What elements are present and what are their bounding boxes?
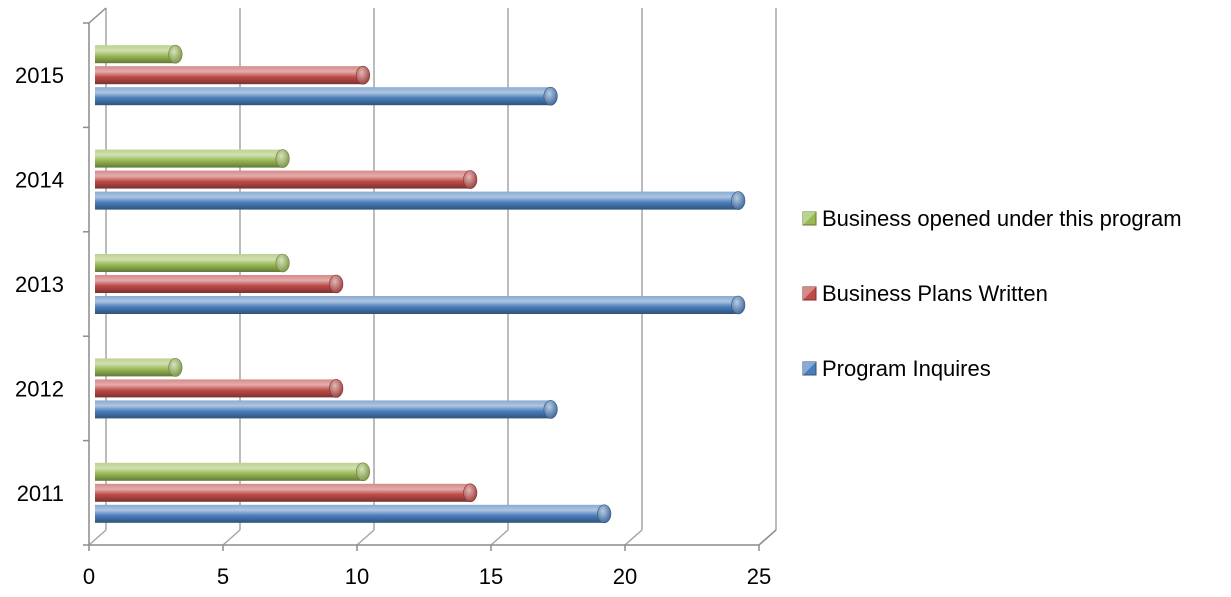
x-tick-label-20: 20 <box>613 564 637 589</box>
side-wall-top-edge <box>88 7 107 24</box>
floor-line-2 <box>356 529 375 546</box>
axes <box>83 7 777 551</box>
legend-label-business-plans-written: Business Plans Written <box>822 281 1048 306</box>
floor-line-4 <box>624 529 643 546</box>
y-tick-label-2015: 2015 <box>15 63 64 88</box>
legend: Business opened under this program Busine… <box>802 206 1182 381</box>
legend-label-business-opened-under-this-program: Business opened under this program <box>822 206 1182 231</box>
bar-program-inquires-2013 <box>95 295 746 315</box>
bar-business-plans-written-2013 <box>95 274 344 294</box>
bar-program-inquires-2012 <box>95 400 558 419</box>
x-tick-label-5: 5 <box>217 564 229 589</box>
floor-line-1 <box>222 529 241 546</box>
x-tick-label-0: 0 <box>83 564 95 589</box>
bar-business-opened-under-this-program-2011 <box>95 462 371 482</box>
bar-program-inquires-2015 <box>95 86 558 106</box>
y-tick-label-2012: 2012 <box>15 376 64 401</box>
floor-right-edge <box>758 529 777 546</box>
tick-labels: 0 5 10 15 20 25 2011 2012 2013 2014 2015 <box>15 63 771 589</box>
bar-program-inquires-2014 <box>95 191 746 210</box>
bar-business-opened-under-this-program-2013 <box>95 253 290 273</box>
bars <box>95 44 746 524</box>
legend-item-business-plans-written: Business Plans Written <box>802 281 1048 306</box>
x-tick-label-15: 15 <box>479 564 503 589</box>
x-tick-label-10: 10 <box>345 564 369 589</box>
bar-business-opened-under-this-program-2014 <box>95 149 290 168</box>
legend-item-program-inquires: Program Inquires <box>802 356 991 381</box>
bar-business-opened-under-this-program-2012 <box>95 358 183 377</box>
y-tick-label-2011: 2011 <box>17 481 64 506</box>
x-tick-label-25: 25 <box>747 564 771 589</box>
bar-business-plans-written-2014 <box>95 170 478 189</box>
bar-business-plans-written-2011 <box>95 483 478 503</box>
y-tick-label-2014: 2014 <box>15 168 64 193</box>
floor-line-3 <box>490 529 509 546</box>
bar-business-plans-written-2015 <box>95 65 371 85</box>
legend-item-business-opened-under-this-program: Business opened under this program <box>802 206 1182 231</box>
floor-line-0 <box>88 529 107 546</box>
legend-label-program-inquires: Program Inquires <box>822 356 991 381</box>
bar-business-plans-written-2012 <box>95 379 344 398</box>
bar-business-opened-under-this-program-2015 <box>95 44 183 64</box>
bar-program-inquires-2011 <box>95 504 612 524</box>
y-tick-label-2013: 2013 <box>15 272 64 297</box>
